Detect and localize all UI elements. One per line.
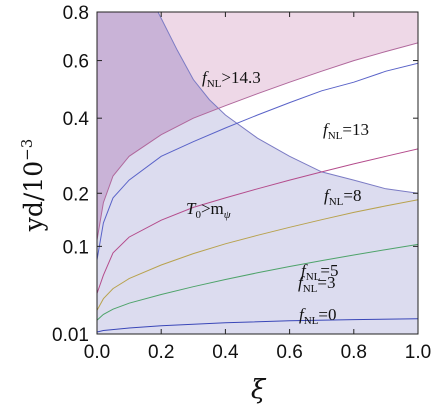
region-label-t0-mpsi-main: T [186, 199, 197, 218]
y-tick-label-5: 0.8 [63, 3, 89, 24]
y-tick-label-4: 0.6 [63, 52, 89, 73]
series-line-3 [97, 243, 418, 321]
series-line-0 [97, 62, 418, 260]
series-label-0-rest: =13 [342, 120, 369, 139]
y-axis-label-base: yd/10 [19, 161, 48, 232]
region-overlap-group [97, 12, 418, 241]
series-label-1: fNL=8 [324, 186, 362, 208]
series-line-2 [97, 199, 418, 311]
y-tick-label-0: 0.01 [52, 325, 89, 346]
region-label-fnl-14-3: fNL>14.3 [202, 68, 261, 90]
series-label-3-rest: =3 [317, 273, 335, 292]
x-axis-label: ξ [251, 375, 267, 405]
y-tick-label-2: 0.2 [63, 184, 89, 205]
series-layer [97, 62, 418, 333]
x-tick-label-5: 1.0 [405, 342, 431, 363]
series-label-0-main: f [323, 120, 330, 139]
region-label-fnl-14-3-main: f [202, 68, 209, 87]
x-tick-label-3: 0.6 [276, 342, 302, 363]
series-label-2-sub: NL [306, 271, 321, 283]
series-label-2-main: f [301, 261, 308, 280]
plot-area [97, 12, 418, 334]
boundary-t0-curve [157, 12, 418, 194]
y-axis-label: yd/10−3 [18, 139, 48, 233]
region-label-fnl-14-3-sub: NL [207, 78, 222, 90]
boundary-fnl-14-3-curve [97, 42, 418, 241]
region-label-t0-mpsi: T0>mψ [186, 199, 231, 221]
y-axis-label-exponent: −3 [18, 139, 36, 161]
x-tick-label-0: 0.0 [84, 342, 110, 363]
x-tick-label-4: 0.8 [341, 342, 367, 363]
series-line-4 [97, 318, 418, 333]
series-label-4-rest: =0 [318, 305, 336, 324]
series-label-3-main: f [298, 273, 305, 292]
series-label-0-sub: NL [328, 130, 343, 142]
y-tick-label-3: 0.4 [63, 109, 90, 130]
series-label-4-main: f [299, 305, 306, 324]
series-label-0: fNL=13 [323, 120, 369, 142]
series-line-1 [97, 148, 418, 294]
series-label-4-sub: NL [304, 315, 319, 327]
region-label-t0-mpsi-rest: >m [201, 199, 224, 218]
series-label-4: fNL=0 [299, 305, 337, 327]
series-label-3: fNL=3 [298, 273, 336, 295]
series-label-2: fNL=5 [301, 261, 339, 283]
series-label-1-main: f [324, 186, 331, 205]
series-label-2-rest: =5 [320, 261, 338, 280]
region-label-t0-mpsi-rest-sub: ψ [224, 209, 231, 221]
x-tick-label-1: 0.2 [148, 342, 174, 363]
region-overlap [97, 12, 418, 241]
plot-frame [96, 11, 419, 335]
y-tick-label-1: 0.1 [63, 237, 89, 258]
region-label-t0-mpsi-sub: 0 [195, 209, 201, 221]
series-label-1-sub: NL [329, 196, 344, 208]
series-label-1-rest: =8 [343, 186, 361, 205]
region-label-fnl-14-3-rest: >14.3 [221, 68, 260, 87]
series-label-3-sub: NL [303, 283, 318, 295]
svg-text:yd/10−3: yd/10−3 [18, 139, 48, 233]
axes: 0.0 0.2 0.4 0.6 0.8 1.0 0.01 0.1 0.2 0.4 0.6 0.8 [52, 3, 431, 363]
x-tick-label-2: 0.4 [212, 342, 239, 363]
